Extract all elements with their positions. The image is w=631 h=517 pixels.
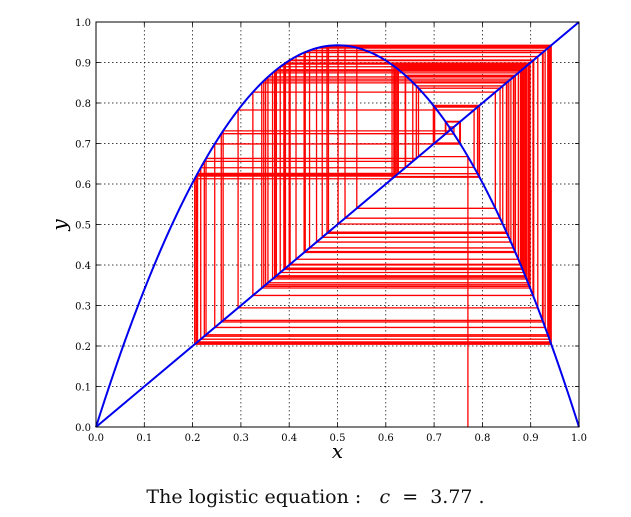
caption-equals: = (402, 486, 419, 508)
y-tick-label: 0.7 (75, 140, 91, 151)
ticks: 0.0 0.1 0.2 0.3 0.4 0.5 0.6 0.7 0.8 0.9 1.0 0.0 0.1 0… (75, 18, 587, 444)
y-tick-label: 0.0 (75, 423, 91, 434)
caption-value: 3.77 . (430, 486, 485, 508)
y-tick-label: 0.4 (75, 261, 91, 272)
diagonal-line (95, 21, 580, 428)
logistic-curve (95, 44, 580, 428)
caption: The logistic equation : c = 3.77 . (0, 486, 631, 508)
y-tick-label: 0.8 (75, 99, 91, 110)
x-tick-label: 0.9 (523, 433, 539, 444)
y-tick-label: 0.6 (75, 180, 91, 191)
x-tick-label: 0.1 (136, 433, 152, 444)
caption-prefix: The logistic equation : (146, 486, 362, 508)
caption-variable: c (379, 486, 391, 508)
x-tick-label: 0.8 (474, 433, 490, 444)
y-tick-label: 0.3 (75, 302, 91, 313)
cobweb-path (194, 44, 552, 427)
x-tick-label: 0.7 (426, 433, 442, 444)
y-tick-label: 0.5 (75, 221, 91, 232)
y-tick-label: 1.0 (75, 18, 91, 29)
x-tick-label: 0.6 (378, 433, 394, 444)
series (95, 21, 580, 428)
x-axis-label: x (332, 439, 343, 463)
x-tick-label: 0.3 (233, 433, 249, 444)
chart: 0.0 0.1 0.2 0.3 0.4 0.5 0.6 0.7 0.8 0.9 1.0 0.0 0.1 0… (47, 18, 587, 463)
x-tick-label: 0.5 (330, 433, 346, 444)
y-tick-label: 0.1 (75, 383, 91, 394)
y-tick-label: 0.2 (75, 342, 91, 353)
y-tick-label: 0.9 (75, 59, 91, 70)
y-axis-label: y (47, 219, 71, 232)
x-tick-label: 0.2 (185, 433, 201, 444)
plot-frame (95, 21, 580, 428)
x-tick-label: 1.0 (571, 433, 587, 444)
x-tick-label: 0.0 (88, 433, 104, 444)
x-tick-label: 0.4 (281, 433, 297, 444)
